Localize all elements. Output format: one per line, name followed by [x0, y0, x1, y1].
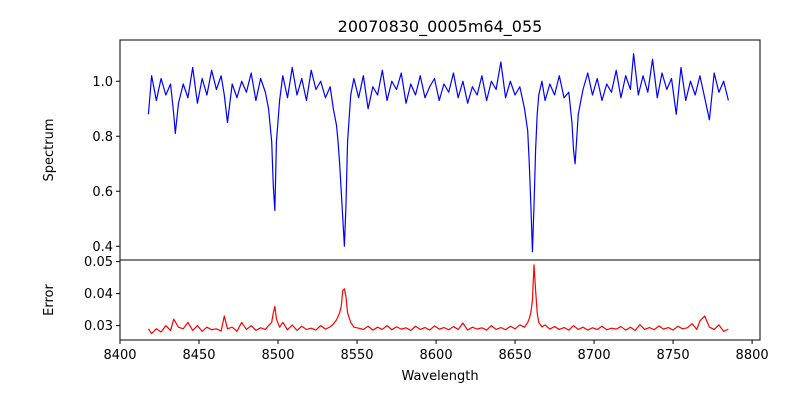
x-axis-label: Wavelength [401, 369, 478, 384]
error-series-line-0 [147, 264, 729, 335]
xtick-label: 8750 [657, 348, 690, 363]
xtick-label: 8600 [420, 348, 453, 363]
xtick-label: 8700 [578, 348, 611, 363]
spectrum-ytick-label: 0.4 [92, 240, 113, 255]
error-panel: 0.03 0.04 0.05 Error [42, 255, 729, 335]
xtick-label: 8450 [182, 348, 215, 363]
xtick-label: 8550 [340, 348, 373, 363]
spectrum-ylabel: Spectrum [42, 119, 57, 182]
spectrum-ytick-label: 1.0 [92, 75, 113, 90]
xtick-label: 8400 [103, 348, 136, 363]
spectrum-panel: 0.4 0.6 0.8 1.0 Spectrum [42, 53, 729, 255]
error-ytick-label: 0.03 [84, 319, 113, 334]
chart-title: 20070830_0005m64_055 [338, 17, 543, 37]
spectrum-ytick-label: 0.8 [92, 130, 113, 145]
error-ytick-label: 0.05 [84, 255, 113, 270]
error-panel-frame [119, 259, 761, 341]
spectrum-series-line-0 [147, 53, 729, 253]
spectrum-ytick-label: 0.6 [92, 185, 113, 200]
error-ytick-label: 0.04 [84, 287, 113, 302]
error-ylabel: Error [42, 284, 57, 316]
xtick-label: 8650 [499, 348, 532, 363]
xtick-label: 8800 [736, 348, 769, 363]
xtick-label: 8500 [261, 348, 294, 363]
